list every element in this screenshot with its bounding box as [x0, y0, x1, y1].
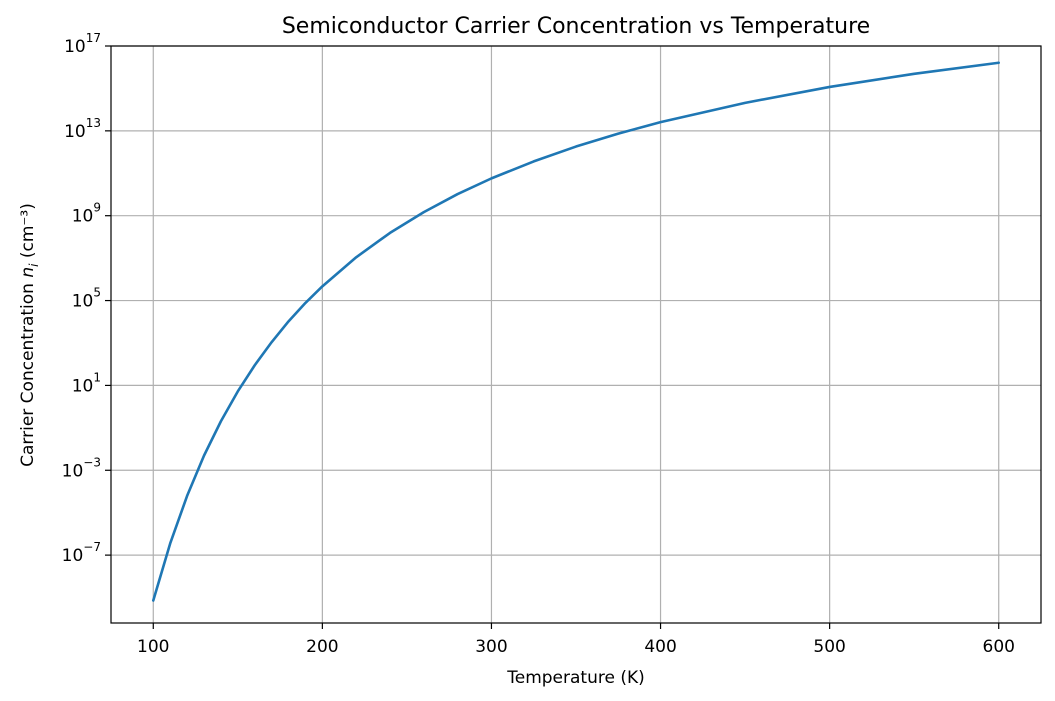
- y-axis-label-prefix: Carrier Concentration: [18, 278, 38, 467]
- y-tick-label: 1017: [64, 31, 101, 57]
- x-tick-label: 400: [644, 637, 676, 657]
- x-tick-label: 200: [306, 637, 338, 657]
- series-layer: [151, 61, 1001, 602]
- axes-layer: 100 200 300 400 500 600 10−7 10−3 101 105 109 1013 1…: [62, 31, 1042, 657]
- y-tick-label: 109: [72, 201, 101, 227]
- y-axis-label-symbol: n: [18, 267, 38, 278]
- y-tick-label: 10−3: [62, 455, 101, 481]
- y-tick-label: 101: [72, 370, 101, 396]
- x-tick-label: 500: [813, 637, 845, 657]
- x-axis-label: Temperature (K): [506, 668, 645, 688]
- chart-title: Semiconductor Carrier Concentration vs T…: [282, 14, 870, 39]
- x-tick-label: 300: [475, 637, 507, 657]
- x-tick-label: 100: [137, 637, 169, 657]
- x-tick-label: 600: [983, 637, 1015, 657]
- y-tick-label: 105: [72, 286, 101, 312]
- y-tick-label: 10−7: [62, 540, 101, 566]
- y-axis-label-subscript: i: [27, 263, 41, 267]
- series-line: [151, 61, 1001, 602]
- y-tick-label: 1013: [64, 116, 101, 142]
- axes-frame: [110, 45, 1042, 624]
- y-axis-label: Carrier Concentration ni (cm⁻³): [18, 203, 41, 467]
- y-axis-label-suffix: (cm⁻³): [18, 203, 38, 263]
